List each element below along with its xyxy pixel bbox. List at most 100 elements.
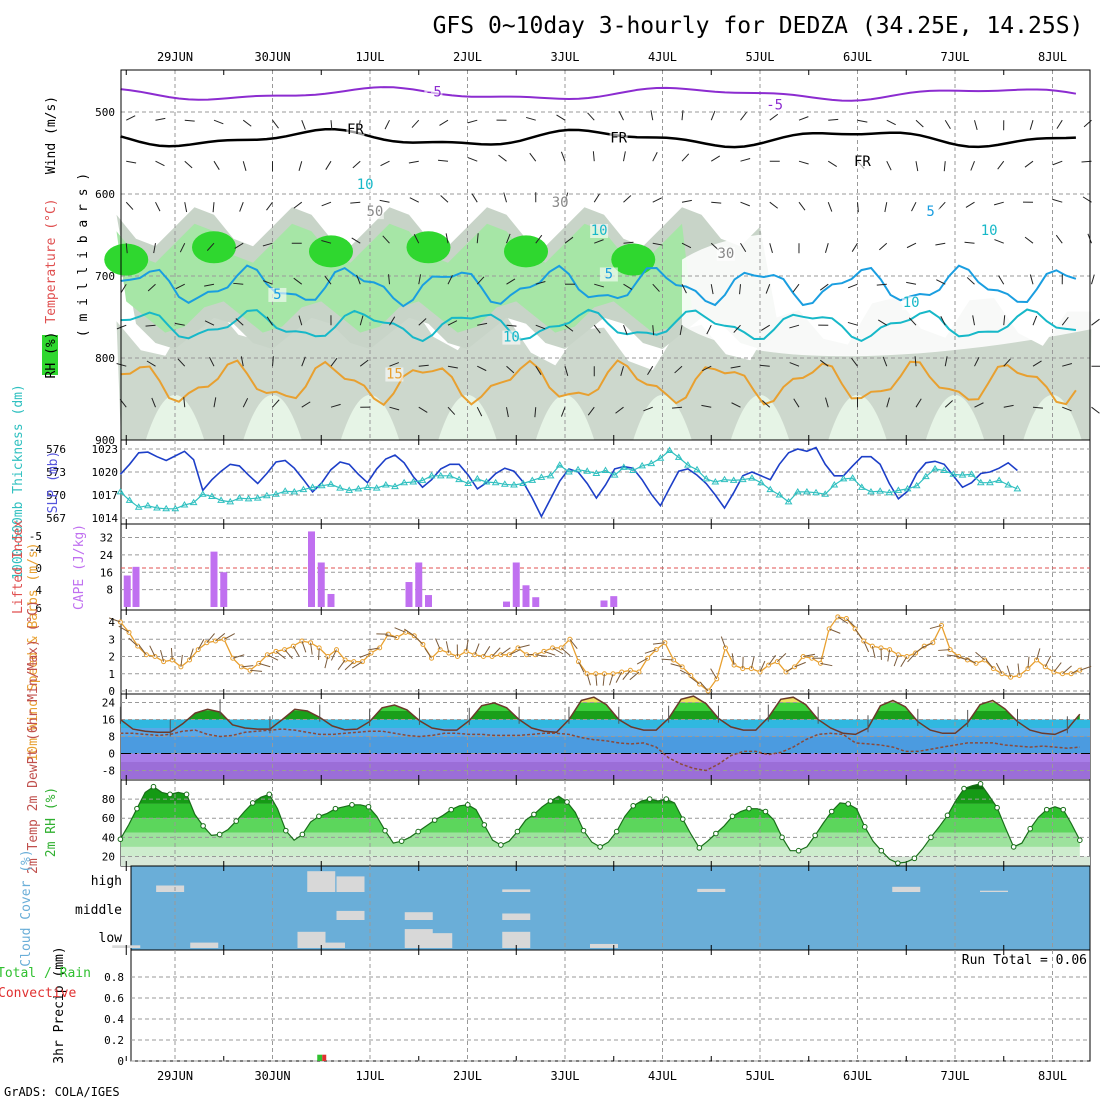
precip-tick-label: 0.2: [104, 1034, 124, 1047]
wind-barb: [184, 119, 195, 122]
thickness-marker: [931, 464, 939, 472]
cape-bar: [317, 562, 325, 607]
wind-barb: [857, 202, 859, 213]
rh-marker: [762, 808, 769, 815]
wind-barb-10m: [241, 665, 254, 668]
wind-barb: [477, 365, 487, 372]
rh-marker: [1043, 806, 1050, 813]
pressure-tick-label: 700: [95, 270, 115, 283]
wind-barb: [498, 154, 507, 162]
rh-marker: [531, 811, 537, 818]
rh-marker: [1060, 806, 1067, 813]
wind-barb: [359, 359, 369, 367]
wind-barb: [1052, 198, 1063, 203]
cloud-bar-high: [502, 889, 531, 892]
thickness-marker: [592, 469, 601, 477]
thickness-marker: [153, 504, 161, 511]
freezing-contour-inner: [120, 131, 1076, 151]
wind-barb: [911, 201, 917, 212]
rh-core: [192, 231, 236, 264]
wind-barb: [239, 202, 244, 212]
cape-bar: [600, 600, 608, 607]
thickness-marker: [949, 470, 958, 477]
wind-barb: [972, 315, 975, 326]
wind-barb-10m: [310, 642, 313, 655]
upper-wind-barbs: [116, 110, 1100, 418]
wind-barb: [824, 243, 829, 253]
wind-barb: [652, 152, 658, 162]
precip-axis: 0 0.2 0.4 0.6 0.8: [104, 971, 124, 1068]
rh-marker: [498, 842, 504, 848]
wind-barb-10m: [367, 647, 380, 651]
temp-area: [121, 711, 1080, 720]
panel-wind-10m: 0 1 2 3 4 10m Wind Speed & Barbs (m/s): [26, 542, 1092, 762]
date-label-top: 7JUL: [941, 50, 970, 64]
thickness-marker: [775, 491, 784, 498]
wind-barb: [330, 120, 333, 131]
pressure-tick-label: 500: [95, 106, 115, 119]
wind-barb-10m: [160, 649, 165, 662]
wind-barb: [974, 402, 984, 408]
wind-barb-10m: [344, 661, 355, 671]
rh-tick-label: 80: [102, 793, 115, 806]
wind-barb-10m: [1027, 656, 1030, 669]
wind-barb-10m: [602, 673, 605, 686]
wind-barb-10m: [474, 643, 480, 655]
wind-barb: [759, 364, 770, 367]
wind-barb: [594, 283, 605, 288]
wind-barb: [351, 237, 361, 244]
rh-marker: [316, 813, 322, 820]
thickness-marker: [391, 482, 399, 490]
panel-slp-thickness: 567 570 573 576 1014 1017 1020 1023 1000-500mb …: [11, 384, 1091, 580]
thickness-marker: [244, 494, 253, 502]
rh-marker: [597, 844, 603, 850]
rh-marker: [564, 799, 570, 805]
temp-band: [121, 728, 1090, 737]
wind-barb: [710, 155, 721, 162]
thickness-marker: [711, 477, 720, 485]
wind-barb-10m: [189, 648, 194, 661]
wind-barb: [155, 117, 166, 121]
wind-barb: [940, 316, 946, 326]
wind-barb-10m: [292, 645, 300, 657]
slp-tick-label: 1014: [92, 512, 119, 525]
wind-barb-10m: [975, 651, 986, 661]
rh-marker: [795, 847, 802, 854]
rh-floor: [121, 856, 1090, 866]
thickness-marker: [208, 492, 216, 500]
wind-barb: [330, 403, 341, 408]
thickness-marker: [674, 453, 683, 460]
thickness-marker: [125, 496, 134, 503]
contour-label-bg: [356, 178, 375, 193]
slp-tick-label: 1023: [92, 443, 119, 456]
thickness-marker: [793, 487, 802, 495]
wind-barb-10m: [609, 673, 614, 686]
wind-barb: [1091, 274, 1095, 285]
wind-barb-10m: [794, 661, 806, 668]
wind-barb-10m: [424, 647, 432, 659]
plus15-contour: [120, 359, 1077, 407]
cape-bar: [610, 596, 618, 607]
wind-barb: [384, 119, 390, 130]
wind-barb-10m: [275, 650, 286, 660]
thickness-marker: [967, 470, 976, 477]
thickness-marker: [290, 487, 299, 495]
wind-barb: [1052, 160, 1063, 166]
rh-marker: [779, 834, 785, 841]
wind-barb: [174, 322, 185, 326]
cape-tick-label: 16: [100, 566, 113, 579]
rh-marker: [249, 800, 256, 806]
cloud-background: [130, 865, 1091, 951]
wind-barb: [293, 201, 303, 209]
rh-spike: [1023, 394, 1082, 440]
wind-barb: [798, 160, 809, 165]
wind-barb: [506, 278, 516, 285]
rh-area-band: [121, 846, 1080, 857]
temp-area: [121, 702, 1080, 711]
wind-barb: [1062, 363, 1073, 367]
wind-barb-10m: [569, 638, 578, 650]
thickness-marker: [958, 471, 967, 478]
wind-barb: [240, 356, 244, 367]
thickness-marker: [198, 490, 207, 497]
